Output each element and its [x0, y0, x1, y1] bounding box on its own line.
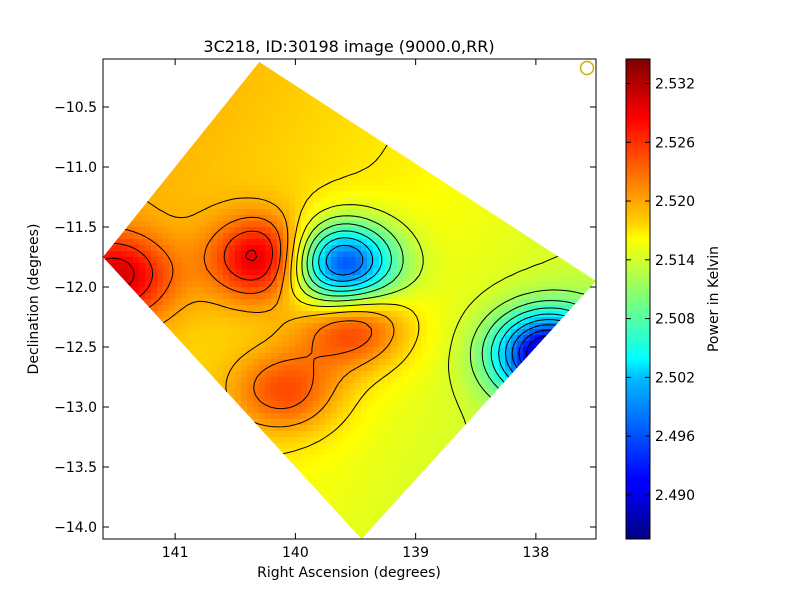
y-tick-label: −10.5 — [54, 100, 97, 116]
x-tick-label: 140 — [282, 545, 309, 561]
plot-area: 141 140 139 138 −10.5−11.0−11.5−12.0−12.5−1… — [54, 58, 597, 561]
y-tick-label: −12.5 — [54, 340, 97, 356]
y-tick-label: −13.0 — [54, 400, 97, 416]
chart-title: 3C218, ID:30198 image (9000.0,RR) — [203, 37, 494, 56]
y-tick-label: −13.5 — [54, 460, 97, 476]
plot-frame — [102, 58, 597, 540]
x-tick-label: 138 — [523, 545, 550, 561]
colorbar-tick-label: 2.496 — [655, 429, 695, 445]
y-tick-label: −12.0 — [54, 280, 97, 296]
x-tick-label: 141 — [162, 545, 189, 561]
y-tick-label: −11.5 — [54, 220, 97, 236]
x-axis: 141 140 139 138 — [162, 59, 549, 561]
colorbar-tick-label: 2.508 — [655, 312, 695, 328]
colorbar-tick-label: 2.520 — [655, 194, 695, 210]
contour-line — [103, 230, 273, 306]
colorbar-tick-label: 2.526 — [655, 135, 695, 151]
y-axis: −10.5 −11.0 −11.5 −12.0 −12.5 −13.0 −13.5 −14.0 — [54, 100, 596, 536]
x-axis-label: Right Ascension (degrees) — [257, 565, 441, 581]
beam-marker — [579, 60, 595, 76]
colorbar-tick-label: 2.514 — [655, 253, 695, 269]
y-tick-label: −14.0 — [54, 520, 97, 536]
colorbar-tick-label: 2.532 — [655, 76, 695, 92]
colorbar-label: Power in Kelvin — [706, 246, 722, 352]
x-tick-label: 139 — [402, 545, 429, 561]
colorbar-tick-label: 2.490 — [655, 488, 695, 504]
y-tick-label: −11.0 — [54, 160, 97, 176]
colorbar: 2.490 2.496 2.502 2.508 2.514 2.520 2.526 2.532… — [625, 58, 722, 540]
colorbar-ticks: 2.490 2.496 2.502 2.508 2.514 2.520 2.526 2.532 — [626, 76, 695, 504]
y-axis-label: Declination (degrees) — [26, 224, 42, 375]
colorbar-gradient — [625, 58, 651, 540]
colorbar-tick-label: 2.502 — [655, 370, 695, 386]
